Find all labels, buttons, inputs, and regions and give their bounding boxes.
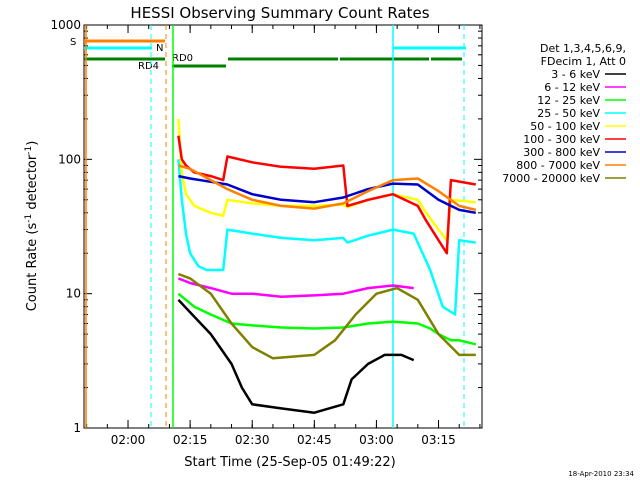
series-line-7 — [178, 164, 477, 212]
legend-label-3: 25 - 50 keV — [537, 107, 600, 120]
legend-label-0: 3 - 6 keV — [551, 68, 600, 81]
legend-header-1: FDecim 1, Att 0 — [541, 55, 626, 68]
y-axis-label: Count Rate (s-1 detector-1) — [24, 141, 40, 312]
legend-header-0: Det 1,3,4,5,6,9, — [540, 42, 626, 55]
series-lines — [177, 118, 477, 414]
x-axis-label: Start Time (25-Sep-05 01:49:22) — [184, 455, 395, 470]
legend: Det 1,3,4,5,6,9,FDecim 1, Att 03 - 6 keV… — [502, 42, 626, 185]
y-tick-label-2: 100 — [58, 152, 81, 166]
axis-ticks: 02:00 02:15 02:30 02:45 03:00 03:15 1 10 100 1000 — [50, 18, 482, 447]
y-tick-label-1: 10 — [66, 287, 81, 301]
y-tick-label-0: 1 — [73, 421, 81, 435]
series-line-1 — [177, 277, 414, 298]
series-line-2 — [177, 292, 477, 346]
x-tick-label-3: 02:45 — [297, 433, 332, 447]
legend-label-1: 6 - 12 keV — [544, 81, 600, 94]
status-label-rd4: RD4 — [138, 61, 159, 72]
legend-label-7: 800 - 7000 keV — [516, 159, 600, 172]
series-line-0 — [177, 298, 415, 414]
chart-title: HESSI Observing Summary Count Rates — [130, 4, 429, 22]
legend-label-5: 100 - 300 keV — [523, 133, 600, 146]
x-tick-label-5: 03:15 — [421, 433, 456, 447]
timestamp: 18-Apr-2010 23:34 — [568, 470, 634, 478]
x-tick-label-4: 03:00 — [359, 433, 394, 447]
plot-frame — [83, 24, 483, 429]
status-label-n: N — [156, 43, 163, 54]
series-line-3 — [177, 159, 476, 316]
legend-label-6: 300 - 800 keV — [523, 146, 600, 159]
legend-label-2: 12 - 25 keV — [537, 94, 600, 107]
legend-label-8: 7000 - 20000 keV — [502, 172, 600, 185]
status-label-rd0: RD0 — [172, 53, 193, 64]
x-tick-label-2: 02:30 — [235, 433, 270, 447]
status-label-s: S — [70, 37, 76, 48]
legend-label-4: 50 - 100 keV — [530, 120, 600, 133]
series-line-8 — [177, 272, 476, 360]
x-tick-label-0: 02:00 — [111, 433, 146, 447]
status-bars: S N RD0 RD4 — [70, 25, 466, 428]
x-tick-label-1: 02:15 — [173, 433, 208, 447]
y-tick-label-3: 1000 — [50, 18, 81, 32]
